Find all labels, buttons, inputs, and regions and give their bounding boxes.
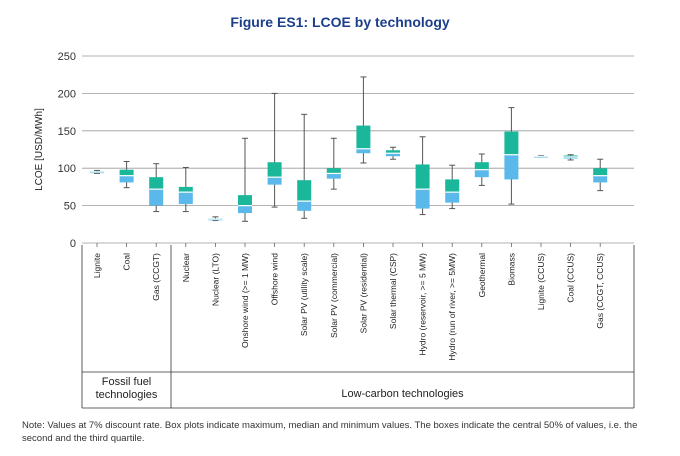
category-label: Gas (CCGT, CCUS) — [595, 253, 605, 329]
y-tick-label: 200 — [58, 88, 76, 100]
y-tick-label: 50 — [64, 201, 76, 213]
category-label: Lignite — [92, 253, 102, 278]
box-lower-quartile — [504, 154, 519, 180]
box-upper-quartile — [178, 186, 193, 193]
y-tick-label: 0 — [70, 238, 76, 250]
box-upper-quartile — [474, 162, 489, 170]
box-lower-quartile — [534, 156, 548, 158]
box-lower-quartile — [267, 177, 282, 185]
category-label: Biomass — [506, 253, 516, 286]
y-tick-label: 150 — [58, 126, 76, 138]
category-label: Lignite (CCUS) — [536, 253, 546, 310]
box-upper-quartile — [563, 155, 578, 157]
y-axis-label: LCOE [USD/MWh] — [34, 108, 45, 191]
box-lower-quartile — [593, 175, 608, 183]
box-upper-quartile — [445, 179, 460, 193]
box-upper-quartile — [119, 169, 134, 176]
box-lower-quartile — [119, 175, 134, 183]
box-upper-quartile — [415, 164, 430, 190]
box-lower-quartile — [149, 189, 164, 206]
category-label: Onshore wind (>= 1 MW) — [240, 253, 250, 348]
category-label: Solar PV (utility scale) — [299, 253, 309, 336]
box-lower-quartile — [563, 156, 578, 159]
category-label: Gas (CCGT) — [151, 253, 161, 301]
box-upper-quartile — [504, 131, 519, 155]
box-lower-quartile — [386, 153, 400, 157]
category-label: Offshore wind — [270, 253, 280, 306]
box-lower-quartile — [326, 173, 341, 179]
chart-note: Note: Values at 7% discount rate. Box pl… — [22, 420, 638, 444]
category-label: Geothermal — [477, 253, 487, 298]
box-upper-quartile — [297, 180, 312, 202]
category-label: Solar PV (residential) — [358, 253, 368, 333]
box-lower-quartile — [208, 219, 223, 221]
group-label: Low-carbon technologies — [341, 388, 464, 400]
y-tick-label: 250 — [58, 51, 76, 63]
category-label: Nuclear (LTO) — [210, 253, 220, 306]
box-lower-quartile — [356, 148, 371, 154]
box-lower-quartile — [415, 189, 430, 209]
y-tick-label: 100 — [58, 163, 76, 175]
box-lower-quartile — [445, 192, 460, 203]
box-upper-quartile — [386, 150, 400, 154]
group-label: Fossil fuel — [102, 376, 152, 388]
box-lower-quartile — [178, 192, 193, 205]
box-upper-quartile — [267, 162, 282, 178]
group-label: technologies — [96, 389, 158, 401]
box-lower-quartile — [474, 169, 489, 178]
box-upper-quartile — [593, 168, 608, 176]
box-upper-quartile — [149, 177, 164, 190]
box-lower-quartile — [90, 171, 104, 174]
category-label: Hydro (reservoir, >= 5 MW) — [418, 253, 428, 356]
box-lower-quartile — [238, 205, 252, 214]
box-lower-quartile — [297, 201, 312, 211]
box-upper-quartile — [356, 125, 371, 149]
box-upper-quartile — [326, 168, 341, 174]
category-label: Solar thermal (CSP) — [388, 253, 398, 329]
category-label: Solar PV (commercial) — [329, 253, 339, 338]
box-upper-quartile — [238, 195, 252, 206]
category-label: Coal (CCUS) — [566, 253, 576, 303]
category-label: Nuclear — [181, 253, 191, 282]
category-label: Coal — [122, 253, 132, 271]
category-label: Hydro (run of river, >= 5MW) — [447, 253, 457, 361]
chart-title: Figure ES1: LCOE by technology — [230, 14, 450, 30]
